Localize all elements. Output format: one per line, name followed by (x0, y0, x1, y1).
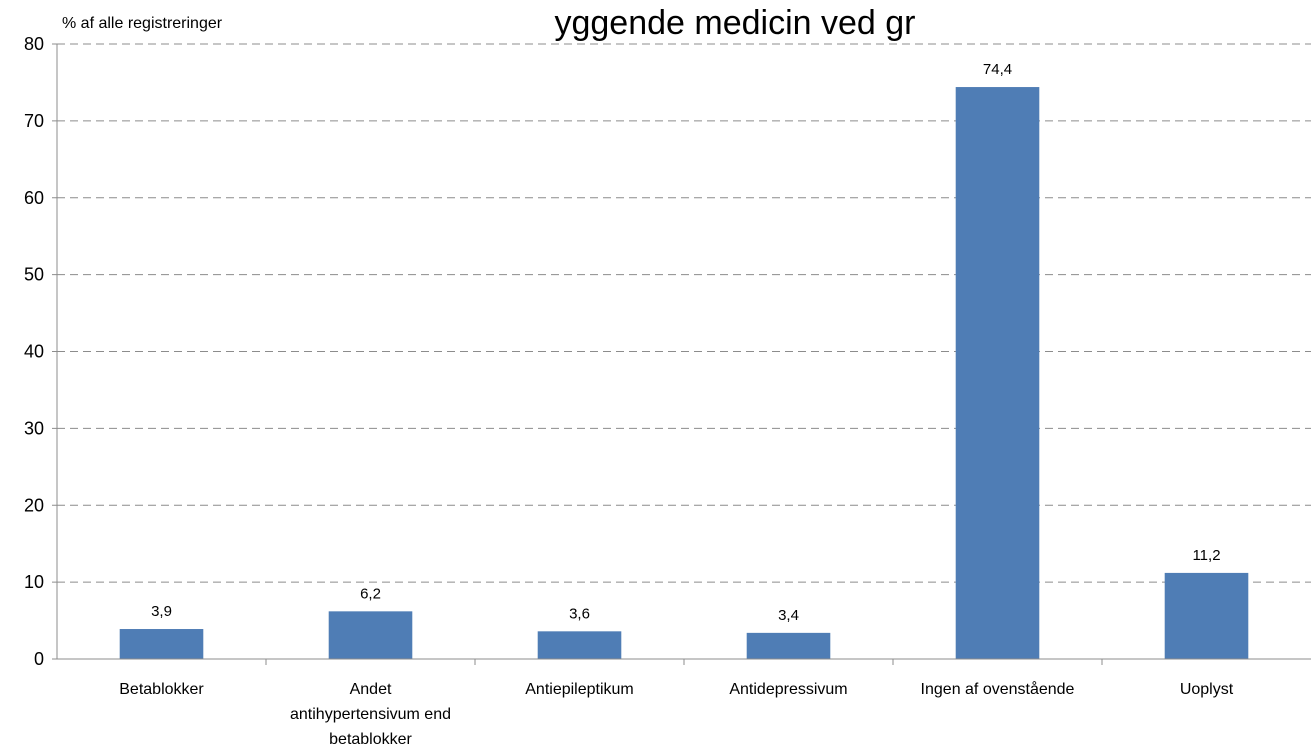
category-label-line: Antidepressivum (729, 681, 847, 698)
bar-2 (537, 631, 622, 659)
y-tick-label-80: 80 (24, 34, 44, 54)
bar-3 (746, 632, 831, 659)
category-label-5: Uoplyst (1180, 681, 1234, 698)
y-axis-label: % af alle registreringer (62, 15, 223, 32)
bar-1 (328, 611, 413, 659)
category-label-line: Andet (350, 681, 392, 698)
y-tick-label-50: 50 (24, 265, 44, 285)
bar-4 (955, 87, 1040, 660)
data-label-1: 6,2 (360, 585, 381, 602)
category-label-3: Antidepressivum (729, 681, 847, 698)
category-label-line: antihypertensivum end (290, 706, 451, 723)
data-label-5: 11,2 (1192, 547, 1220, 564)
category-label-2: Antiepileptikum (525, 681, 634, 698)
labels: 0 10 20 30 40 50 60 70 80 3,9 Betablokker 6,2 Andet a… (24, 34, 1234, 746)
y-tick-label-10: 10 (24, 572, 44, 592)
category-label-line: betablokker (329, 731, 412, 746)
data-label-2: 3,6 (569, 605, 590, 622)
gridlines (57, 43, 1311, 583)
category-label-4: Ingen af ovenstående (921, 680, 1075, 698)
y-tick-label-20: 20 (24, 495, 44, 515)
data-label-0: 3,9 (151, 603, 172, 620)
category-label-0: Betablokker (119, 681, 204, 698)
y-tick-label-0: 0 (34, 649, 44, 669)
data-label-4: 74,4 (983, 61, 1012, 78)
category-label-line: Uoplyst (1180, 681, 1234, 698)
category-label-line: Betablokker (119, 681, 204, 698)
axes (52, 43, 1311, 665)
bars (119, 87, 1249, 660)
y-tick-label-60: 60 (24, 188, 44, 208)
data-label-3: 3,4 (778, 607, 799, 624)
category-label-line: Ingen af ovenstående (921, 680, 1075, 698)
chart-title: yggende medicin ved gr (554, 4, 915, 42)
y-tick-label-30: 30 (24, 418, 44, 438)
y-tick-label-40: 40 (24, 342, 44, 362)
bar-5 (1164, 572, 1249, 659)
bar-0 (119, 629, 204, 659)
y-tick-label-70: 70 (24, 111, 44, 131)
category-label-1: Andet antihypertensivum end betablokker (290, 681, 451, 746)
category-label-line: Antiepileptikum (525, 681, 634, 698)
